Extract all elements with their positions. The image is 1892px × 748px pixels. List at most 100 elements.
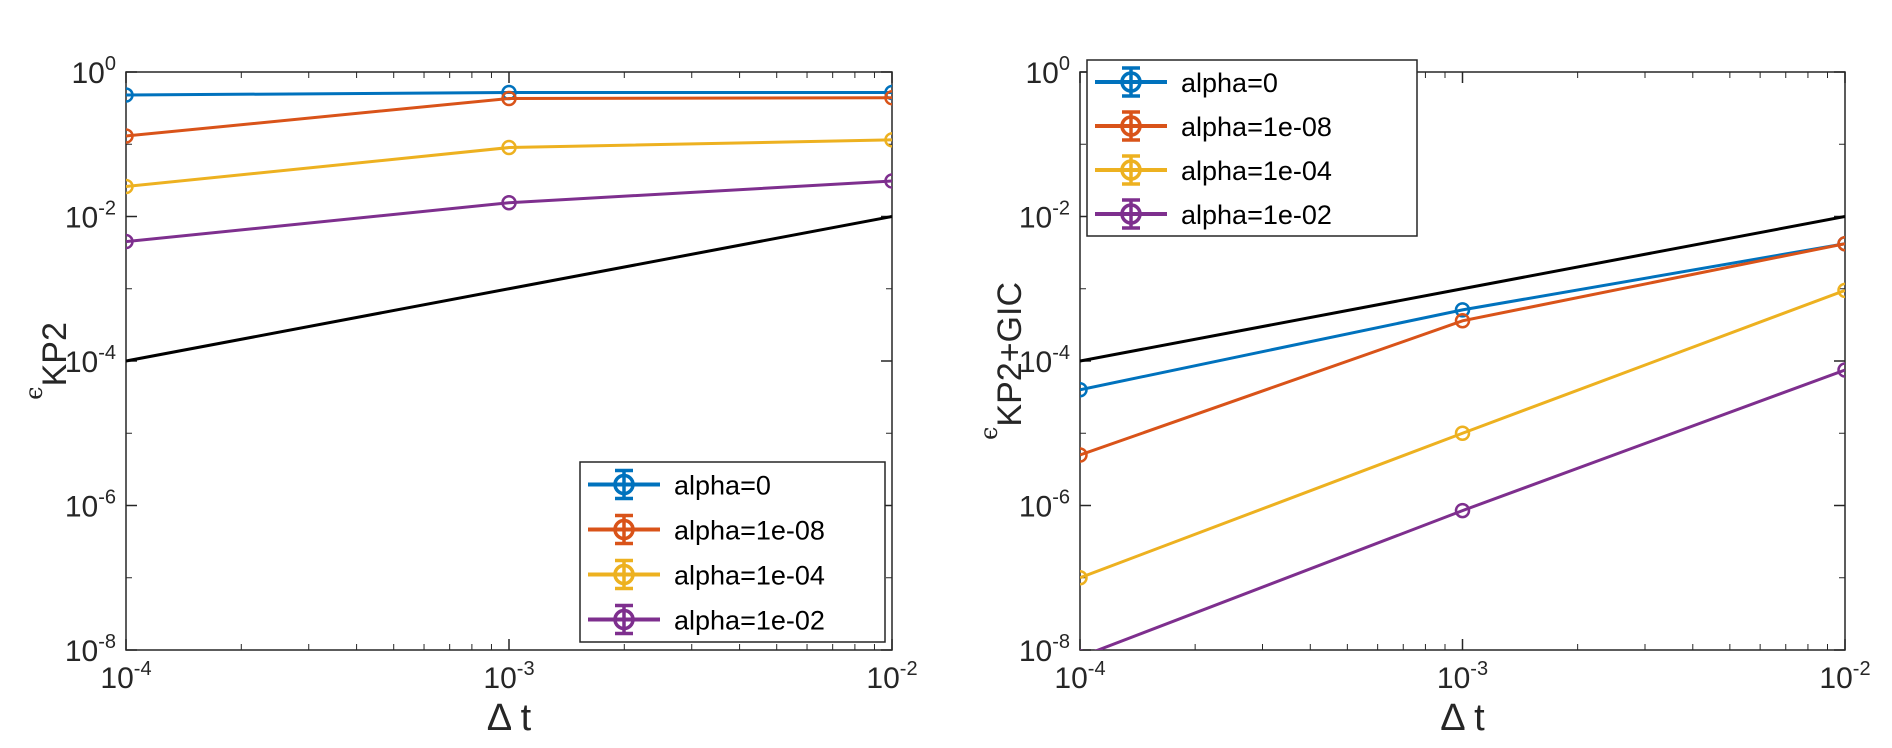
y-tick-label: 10-4 bbox=[1019, 342, 1070, 379]
y-axis-label-symbol: ϵ bbox=[20, 386, 48, 399]
legend-marker bbox=[1120, 115, 1142, 137]
y-tick-base: 10 bbox=[1019, 491, 1052, 524]
x-tick-base: 10 bbox=[1819, 662, 1852, 695]
data-point-series-2 bbox=[1837, 235, 1845, 252]
y-tick-exponent: -2 bbox=[98, 198, 116, 220]
data-point-series-4 bbox=[1454, 502, 1471, 519]
y-tick-label: 10-8 bbox=[1019, 631, 1070, 668]
y-tick-exponent: -8 bbox=[1052, 631, 1070, 653]
series-line-3 bbox=[1080, 288, 1845, 580]
legend-marker bbox=[613, 563, 635, 586]
y-tick-base: 10 bbox=[1019, 635, 1052, 668]
x-tick-base: 10 bbox=[1437, 662, 1470, 695]
legend-label: alpha=1e-04 bbox=[1181, 156, 1332, 186]
legend-label-text: alpha=0 bbox=[1181, 68, 1278, 98]
y-tick-base: 10 bbox=[65, 202, 98, 235]
series-line-2 bbox=[126, 96, 892, 138]
legend-label-text: alpha=1e-04 bbox=[1181, 156, 1332, 186]
y-axis-label-subscript: KP2 bbox=[36, 322, 74, 386]
series-line-2 bbox=[1080, 242, 1845, 457]
series-line-4 bbox=[1094, 368, 1845, 650]
y-tick-label: 10-2 bbox=[1019, 198, 1070, 235]
y-tick-base: 10 bbox=[1019, 202, 1052, 235]
data-point-series-4 bbox=[884, 173, 892, 189]
legend-label-text: alpha=0 bbox=[674, 471, 771, 501]
data-point-series-4 bbox=[501, 194, 517, 211]
legend-marker bbox=[1120, 203, 1142, 225]
legend-marker bbox=[1120, 71, 1142, 93]
y-tick-label: 10-4 bbox=[65, 342, 116, 379]
data-point-series-3 bbox=[126, 178, 134, 195]
y-tick-exponent: -6 bbox=[98, 487, 116, 509]
legend: alpha=0 alpha=1e-08 alpha=1e-04 alpha=1e-02 bbox=[1086, 59, 1418, 237]
data-point-series-1 bbox=[884, 84, 892, 101]
data-point-series-4 bbox=[126, 233, 134, 250]
x-tick-label: 10-4 bbox=[1054, 658, 1105, 695]
legend-label-text: alpha=1e-02 bbox=[674, 606, 825, 636]
y-tick-label: 100 bbox=[72, 53, 117, 90]
y-axis-label: ϵKP2+GIC bbox=[975, 282, 1029, 440]
y-tick-base: 10 bbox=[65, 635, 98, 668]
legend-marker bbox=[1120, 159, 1142, 181]
series-line-1 bbox=[1080, 242, 1845, 392]
y-tick-base: 10 bbox=[72, 57, 105, 90]
legend-label: alpha=1e-04 bbox=[674, 561, 825, 591]
x-tick-base: 10 bbox=[483, 662, 516, 695]
series-line-3 bbox=[126, 138, 892, 189]
data-point-series-3 bbox=[501, 139, 517, 156]
y-axis-label: ϵKP2 bbox=[20, 322, 74, 400]
y-tick-label: 10-6 bbox=[65, 487, 116, 524]
x-tick-exponent: -2 bbox=[900, 658, 918, 680]
y-tick-exponent: 0 bbox=[1059, 53, 1070, 75]
legend-label: alpha=1e-08 bbox=[1181, 112, 1332, 142]
data-point-series-3 bbox=[1454, 425, 1471, 441]
y-tick-exponent: -6 bbox=[1052, 487, 1070, 509]
data-point-series-2 bbox=[501, 90, 517, 107]
legend-label: alpha=1e-02 bbox=[1181, 200, 1332, 230]
x-tick-exponent: -2 bbox=[1853, 658, 1871, 680]
legend-label-text: alpha=1e-04 bbox=[674, 561, 825, 591]
y-tick-base: 10 bbox=[65, 346, 98, 379]
x-tick-exponent: -3 bbox=[517, 658, 535, 680]
x-tick-exponent: -4 bbox=[1088, 658, 1106, 680]
y-tick-label: 100 bbox=[1026, 53, 1071, 90]
legend-marker bbox=[613, 608, 635, 631]
y-tick-exponent: 0 bbox=[105, 53, 116, 75]
legend-label-text: alpha=1e-08 bbox=[1181, 112, 1332, 142]
data-point-series-1 bbox=[1454, 302, 1471, 318]
x-tick-base: 10 bbox=[866, 662, 899, 695]
data-point-series-1 bbox=[1080, 382, 1088, 398]
y-axis-label-subscript: KP2+GIC bbox=[991, 282, 1029, 427]
y-tick-label: 10-8 bbox=[65, 631, 116, 668]
x-tick-exponent: -4 bbox=[134, 658, 152, 680]
legend-label: alpha=1e-08 bbox=[674, 516, 825, 546]
x-tick-base: 10 bbox=[1054, 662, 1087, 695]
x-tick-label: 10-4 bbox=[100, 658, 151, 695]
plot-area bbox=[1080, 215, 1845, 650]
legend-box bbox=[1086, 59, 1418, 237]
plot-area bbox=[126, 84, 892, 363]
data-point-series-1 bbox=[126, 87, 134, 103]
x-axis-label-text: Δ t bbox=[1440, 697, 1485, 739]
y-tick-exponent: -4 bbox=[98, 342, 116, 364]
data-point-series-2 bbox=[1080, 447, 1088, 463]
legend-marker bbox=[613, 518, 635, 541]
legend-label-text: alpha=1e-02 bbox=[1181, 200, 1332, 230]
data-point-series-2 bbox=[884, 90, 892, 106]
legend-marker bbox=[613, 473, 635, 496]
x-tick-base: 10 bbox=[100, 662, 133, 695]
x-tick-label: 10-2 bbox=[866, 658, 917, 695]
y-tick-base: 10 bbox=[1026, 57, 1059, 90]
y-tick-exponent: -2 bbox=[1052, 198, 1070, 220]
legend-label: alpha=0 bbox=[1181, 68, 1278, 98]
y-tick-base: 10 bbox=[65, 491, 98, 524]
data-point-series-2 bbox=[126, 128, 134, 144]
x-tick-label: 10-3 bbox=[483, 658, 534, 695]
legend: alpha=0 alpha=1e-08 alpha=1e-04 alpha=1e-02 bbox=[579, 461, 886, 643]
reference-slope-line bbox=[126, 215, 892, 363]
data-point-series-3 bbox=[1080, 570, 1088, 586]
data-point-series-3 bbox=[884, 132, 892, 148]
x-tick-exponent: -3 bbox=[1470, 658, 1488, 680]
y-axis-label-symbol: ϵ bbox=[975, 427, 1003, 440]
